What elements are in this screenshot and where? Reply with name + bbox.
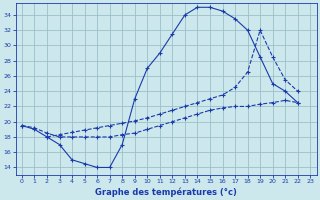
X-axis label: Graphe des températures (°c): Graphe des températures (°c) bbox=[95, 187, 237, 197]
